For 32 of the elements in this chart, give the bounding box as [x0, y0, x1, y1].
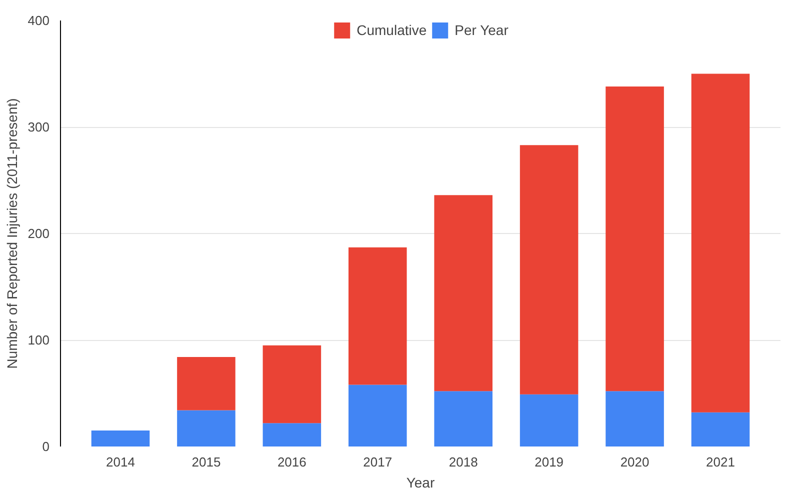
y-tick-label: 400 — [28, 13, 50, 28]
y-tick-label: 300 — [28, 120, 50, 134]
y-axis-title: Number of Reported Injuries (2011-present) — [4, 98, 20, 369]
y-tick-label: 0 — [42, 439, 50, 454]
legend-label: Cumulative — [356, 22, 427, 38]
x-tick-label: 2021 — [706, 454, 735, 470]
bar — [348, 384, 407, 446]
bar — [434, 391, 492, 446]
bar — [262, 423, 322, 446]
x-tick-label: 2015 — [192, 454, 221, 470]
bar — [520, 394, 578, 446]
bar — [691, 412, 750, 446]
bar — [91, 430, 150, 446]
bar — [177, 410, 236, 446]
bar — [520, 145, 578, 394]
bar — [177, 357, 236, 410]
x-tick-label: 2014 — [106, 454, 135, 470]
x-tick-label: 2017 — [363, 454, 392, 470]
x-tick-label: 2018 — [448, 454, 478, 470]
bar — [262, 345, 322, 424]
legend-label: Per Year — [454, 22, 508, 38]
x-tick-label: 2016 — [277, 454, 306, 470]
y-tick-label: 200 — [28, 226, 50, 241]
bar — [606, 86, 664, 392]
x-axis-title: Year — [406, 474, 435, 490]
y-tick-label: 100 — [28, 332, 50, 348]
x-tick-label: 2019 — [534, 454, 564, 470]
bar — [434, 195, 492, 392]
bar — [691, 74, 750, 412]
x-tick-label: 2020 — [620, 454, 650, 470]
bar — [606, 391, 664, 446]
bar — [348, 247, 407, 385]
